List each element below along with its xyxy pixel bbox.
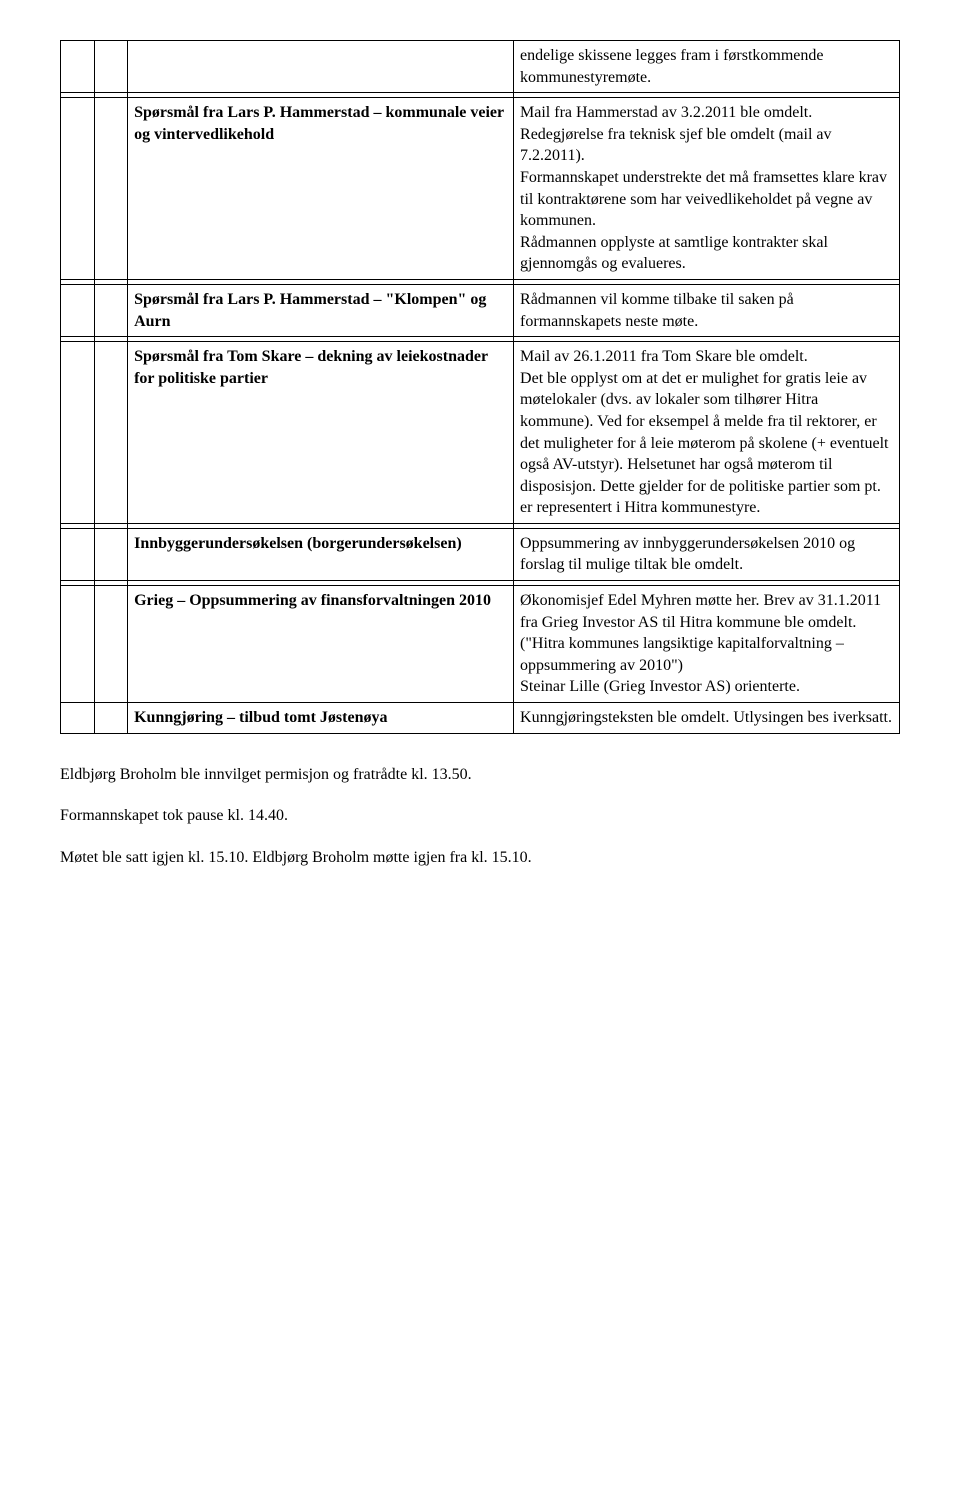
footer-line: Møtet ble satt igjen kl. 15.10. Eldbjørg… [60, 847, 900, 869]
cell-text: Økonomisjef Edel Myhren møtte her. Brev … [514, 586, 900, 703]
table-row: endelige skissene legges fram i førstkom… [61, 41, 900, 93]
cell-text: Oppsummering av innbyggerundersøkelsen 2… [514, 528, 900, 580]
table-row: Spørsmål fra Lars P. Hammerstad – "Klomp… [61, 284, 900, 336]
footer-block: Eldbjørg Broholm ble innvilget permisjon… [60, 764, 900, 869]
table-row: Innbyggerundersøkelsen (borgerundersøkel… [61, 528, 900, 580]
table-row: Kunngjøring – tilbud tomt Jøstenøya Kunn… [61, 703, 900, 734]
cell-topic: Spørsmål fra Lars P. Hammerstad – kommun… [128, 98, 514, 280]
cell-topic: Kunngjøring – tilbud tomt Jøstenøya [128, 703, 514, 734]
cell-topic: Innbyggerundersøkelsen (borgerundersøkel… [128, 528, 514, 580]
table-row: Spørsmål fra Tom Skare – dekning av leie… [61, 342, 900, 524]
cell-topic: Spørsmål fra Lars P. Hammerstad – "Klomp… [128, 284, 514, 336]
cell-text: Kunngjøringsteksten ble omdelt. Utlysing… [514, 703, 900, 734]
cell-text: endelige skissene legges fram i førstkom… [514, 41, 900, 93]
footer-line: Formannskapet tok pause kl. 14.40. [60, 805, 900, 827]
cell-text: Rådmannen vil komme tilbake til saken på… [514, 284, 900, 336]
meeting-table: endelige skissene legges fram i førstkom… [60, 40, 900, 734]
table-row: Grieg – Oppsummering av finansforvaltnin… [61, 586, 900, 703]
table-row: Spørsmål fra Lars P. Hammerstad – kommun… [61, 98, 900, 280]
cell-topic: Spørsmål fra Tom Skare – dekning av leie… [128, 342, 514, 524]
cell-topic: Grieg – Oppsummering av finansforvaltnin… [128, 586, 514, 703]
cell-text: Mail fra Hammerstad av 3.2.2011 ble omde… [514, 98, 900, 280]
footer-line: Eldbjørg Broholm ble innvilget permisjon… [60, 764, 900, 786]
cell-text: Mail av 26.1.2011 fra Tom Skare ble omde… [514, 342, 900, 524]
